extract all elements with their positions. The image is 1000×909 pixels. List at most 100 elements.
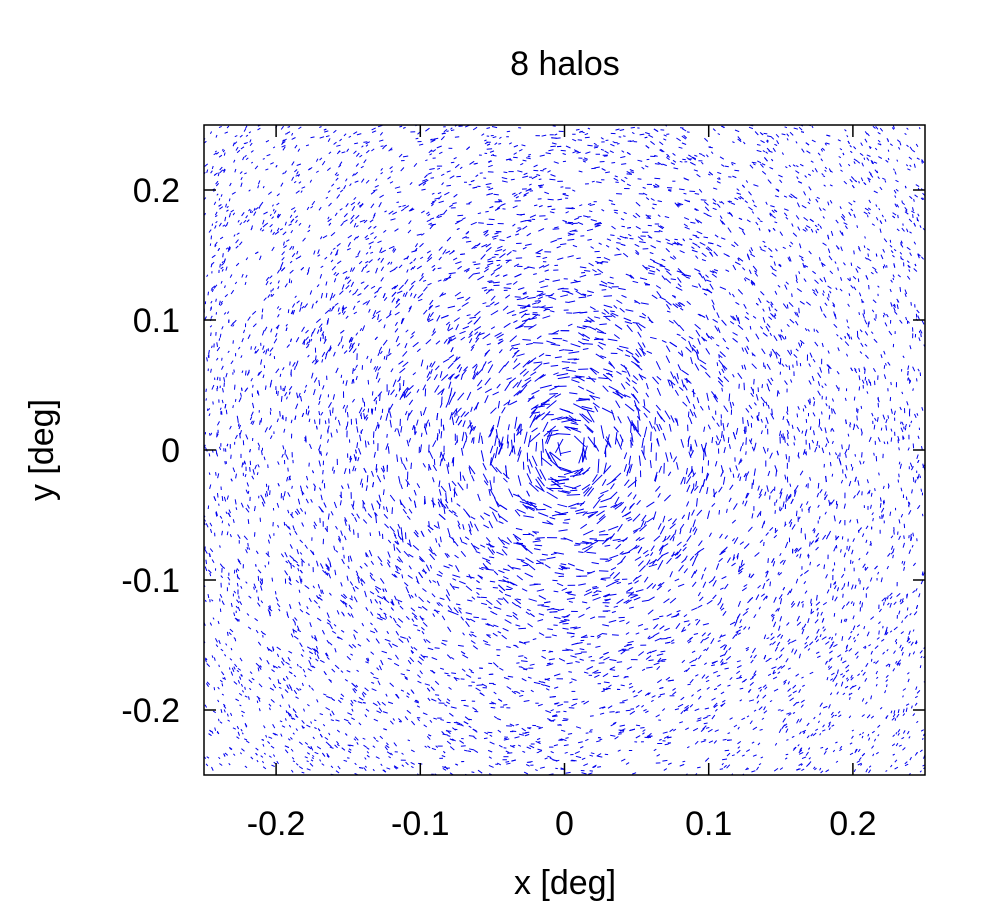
shear-whisker <box>539 766 545 769</box>
shear-whisker <box>210 288 213 291</box>
shear-whisker <box>448 354 455 359</box>
shear-whisker <box>257 442 261 447</box>
shear-whisker <box>786 418 789 423</box>
shear-whisker <box>444 499 449 504</box>
shear-whisker <box>371 391 374 396</box>
shear-whisker <box>706 599 713 605</box>
shear-whisker <box>850 284 854 289</box>
shear-whisker <box>315 658 319 662</box>
shear-whisker <box>907 636 909 640</box>
shear-whisker <box>528 188 532 191</box>
shear-whisker <box>321 351 326 358</box>
shear-whisker <box>916 413 919 416</box>
shear-whisker <box>207 593 210 599</box>
shear-whisker <box>676 541 682 546</box>
shear-whisker <box>387 261 391 265</box>
shear-whisker <box>483 231 489 236</box>
shear-whisker <box>628 546 637 553</box>
shear-whisker <box>256 700 259 704</box>
shear-whisker <box>873 738 877 742</box>
shear-whisker <box>501 539 510 545</box>
shear-whisker <box>728 647 732 651</box>
shear-whisker <box>353 699 357 702</box>
shear-whisker <box>313 483 317 488</box>
shear-whisker <box>540 457 553 467</box>
shear-whisker <box>423 724 428 728</box>
shear-whisker <box>901 736 905 740</box>
shear-whisker <box>903 561 906 566</box>
shear-whisker <box>537 476 545 487</box>
shear-whisker <box>753 670 757 675</box>
shear-whisker <box>918 127 921 130</box>
shear-whisker <box>349 183 352 187</box>
shear-whisker <box>732 473 735 478</box>
shear-whisker <box>363 744 368 748</box>
shear-whisker <box>338 150 341 153</box>
shear-whisker <box>880 354 883 359</box>
shear-whisker <box>444 191 450 196</box>
shear-whisker <box>828 704 831 709</box>
shear-whisker <box>351 504 355 510</box>
shear-whisker <box>377 240 382 244</box>
shear-whisker <box>280 182 284 187</box>
shear-whisker <box>917 435 920 439</box>
shear-whisker <box>459 740 465 744</box>
shear-whisker <box>739 563 745 569</box>
shear-whisker <box>365 416 369 421</box>
shear-whisker <box>533 204 538 207</box>
shear-whisker <box>658 544 664 552</box>
shear-whisker <box>523 700 530 702</box>
shear-whisker <box>292 564 295 568</box>
shear-whisker <box>218 446 222 450</box>
shear-whisker <box>311 635 314 639</box>
shear-whisker <box>734 261 741 266</box>
shear-whisker <box>778 654 783 659</box>
shear-whisker <box>438 543 441 548</box>
shear-whisker <box>357 457 360 462</box>
shear-whisker <box>262 498 266 504</box>
shear-whisker <box>683 134 688 139</box>
shear-whisker <box>351 595 353 599</box>
shear-whisker <box>364 765 367 768</box>
shear-whisker <box>850 630 853 634</box>
shear-whisker <box>742 611 749 616</box>
shear-whisker <box>325 292 328 298</box>
shear-whisker <box>747 526 753 532</box>
shear-whisker <box>775 133 780 138</box>
shear-whisker <box>351 708 354 712</box>
shear-whisker <box>654 417 656 425</box>
shear-whisker <box>364 562 368 567</box>
shear-whisker <box>465 612 473 615</box>
shear-whisker <box>341 344 344 349</box>
shear-whisker <box>815 651 820 654</box>
shear-whisker <box>582 159 588 161</box>
shear-whisker <box>860 763 863 766</box>
shear-whisker <box>756 144 761 146</box>
shear-whisker <box>854 584 857 589</box>
shear-whisker <box>528 458 533 468</box>
shear-whisker <box>215 151 220 155</box>
shear-whisker <box>308 339 311 344</box>
shear-whisker <box>753 402 757 406</box>
shear-whisker <box>802 448 806 455</box>
shear-whisker <box>415 533 419 538</box>
shear-whisker <box>370 560 375 565</box>
shear-whisker <box>677 302 683 308</box>
shear-whisker <box>586 551 597 554</box>
shear-whisker <box>772 676 778 680</box>
shear-whisker <box>546 340 556 345</box>
shear-whisker <box>442 639 448 642</box>
shear-whisker <box>912 590 916 594</box>
shear-whisker <box>741 754 745 757</box>
shear-whisker <box>868 644 872 647</box>
shear-whisker <box>344 603 347 608</box>
shear-whisker <box>634 580 639 584</box>
shear-whisker <box>539 374 546 379</box>
shear-whisker <box>485 183 492 186</box>
shear-whisker <box>485 568 494 571</box>
shear-whisker <box>682 543 687 547</box>
shear-whisker <box>788 694 792 698</box>
shear-whisker <box>854 367 857 371</box>
shear-whisker <box>273 210 277 214</box>
shear-whisker <box>434 609 439 614</box>
